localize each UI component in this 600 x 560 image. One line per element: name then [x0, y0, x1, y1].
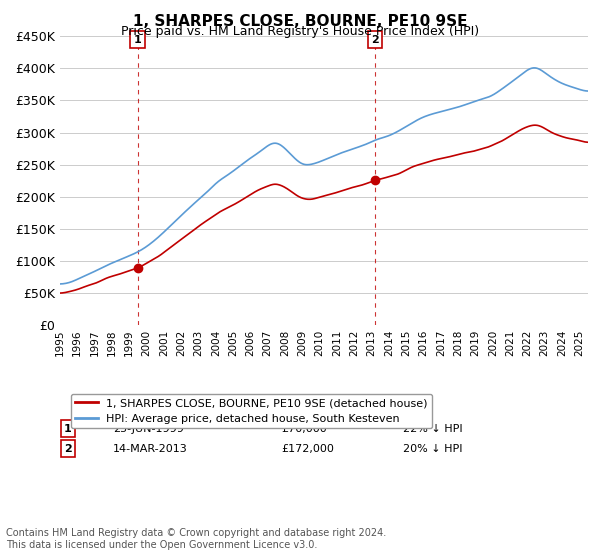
- Text: Contains HM Land Registry data © Crown copyright and database right 2024.
This d: Contains HM Land Registry data © Crown c…: [6, 528, 386, 550]
- Text: £70,000: £70,000: [282, 423, 328, 433]
- Text: 1: 1: [134, 35, 142, 45]
- Text: 1: 1: [64, 423, 72, 433]
- Text: 25-JUN-1999: 25-JUN-1999: [113, 423, 184, 433]
- Text: 2: 2: [64, 444, 72, 454]
- Text: 2: 2: [371, 35, 379, 45]
- Text: 1, SHARPES CLOSE, BOURNE, PE10 9SE: 1, SHARPES CLOSE, BOURNE, PE10 9SE: [133, 14, 467, 29]
- Text: Price paid vs. HM Land Registry's House Price Index (HPI): Price paid vs. HM Land Registry's House …: [121, 25, 479, 38]
- Text: £172,000: £172,000: [282, 444, 335, 454]
- Text: 22% ↓ HPI: 22% ↓ HPI: [403, 423, 463, 433]
- Text: 14-MAR-2013: 14-MAR-2013: [113, 444, 188, 454]
- Legend: 1, SHARPES CLOSE, BOURNE, PE10 9SE (detached house), HPI: Average price, detache: 1, SHARPES CLOSE, BOURNE, PE10 9SE (deta…: [71, 394, 433, 428]
- Text: 20% ↓ HPI: 20% ↓ HPI: [403, 444, 463, 454]
